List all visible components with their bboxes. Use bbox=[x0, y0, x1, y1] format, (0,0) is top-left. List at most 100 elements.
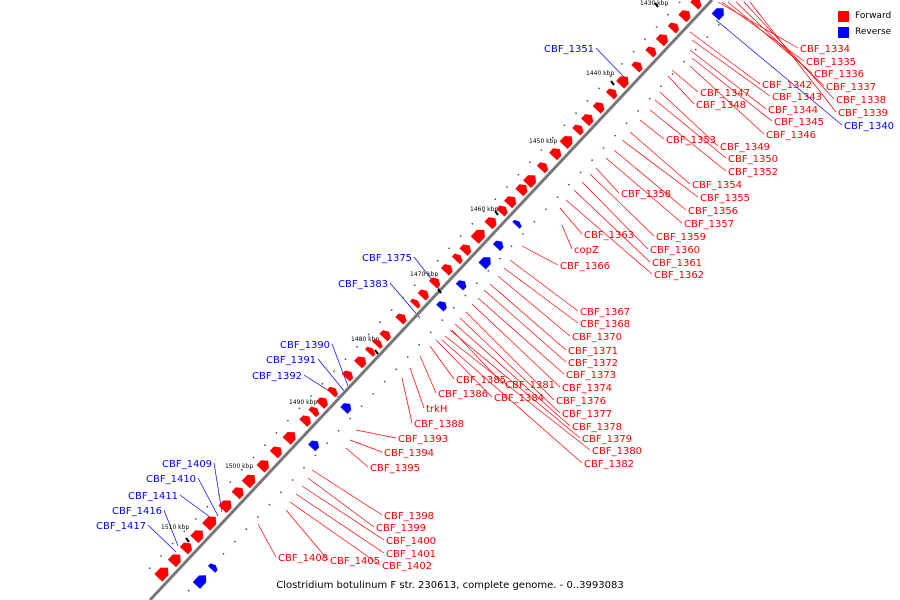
gene-label-cbf-1371[interactable]: CBF_1371 bbox=[568, 346, 618, 357]
gene-label-cbf-1355[interactable]: CBF_1355 bbox=[700, 193, 750, 204]
minor-dot bbox=[257, 516, 259, 518]
gene-label-cbf-1368[interactable]: CBF_1368 bbox=[580, 319, 630, 330]
gene-label-cbf-1400[interactable]: CBF_1400 bbox=[386, 536, 436, 547]
gene-label-cbf-1392[interactable]: CBF_1392 bbox=[252, 371, 302, 382]
gene-label-cbf-1352[interactable]: CBF_1352 bbox=[728, 167, 778, 178]
gene-label-cbf-1356[interactable]: CBF_1356 bbox=[688, 206, 738, 217]
gene-label-cbf-1388[interactable]: CBF_1388 bbox=[414, 419, 464, 430]
gene-shape bbox=[364, 346, 376, 357]
gene-label-cbf-1347[interactable]: CBF_1347 bbox=[700, 88, 750, 99]
gene-arrow bbox=[340, 403, 352, 414]
gene-label-cbf-1395[interactable]: CBF_1395 bbox=[370, 463, 420, 474]
minor-dot bbox=[482, 210, 485, 213]
gene-label-cbf-1408[interactable]: CBF_1408 bbox=[278, 553, 328, 564]
gene-label-cbf-1410[interactable]: CBF_1410 bbox=[146, 474, 196, 485]
gene-label-cbf-1357[interactable]: CBF_1357 bbox=[684, 219, 734, 230]
gene-shape bbox=[549, 148, 562, 161]
gene-shape bbox=[711, 8, 724, 21]
gene-label-cbf-1348[interactable]: CBF_1348 bbox=[696, 100, 746, 111]
gene-label-cbf-1375[interactable]: CBF_1375 bbox=[362, 253, 412, 264]
tick-mark bbox=[437, 288, 442, 294]
gene-label-cbf-1374[interactable]: CBF_1374 bbox=[562, 383, 612, 394]
gene-label-cbf-1345[interactable]: CBF_1345 bbox=[774, 117, 824, 128]
gene-label-cbf-1353[interactable]: CBF_1353 bbox=[666, 135, 716, 146]
gene-label-cbf-1334[interactable]: CBF_1334 bbox=[800, 44, 850, 55]
gene-label-trkh[interactable]: trkH bbox=[426, 404, 447, 415]
gene-label-cbf-1340[interactable]: CBF_1340 bbox=[844, 121, 894, 132]
gene-label-cbf-1362[interactable]: CBF_1362 bbox=[654, 270, 704, 281]
leader-line bbox=[349, 439, 383, 453]
gene-label-cbf-1346[interactable]: CBF_1346 bbox=[766, 130, 816, 141]
gene-label-cbf-1343[interactable]: CBF_1343 bbox=[772, 92, 822, 103]
gene-label-cbf-1337[interactable]: CBF_1337 bbox=[826, 82, 876, 93]
leader-line bbox=[307, 477, 375, 528]
gene-label-cbf-1380[interactable]: CBF_1380 bbox=[592, 446, 642, 457]
gene-label-cbf-1376[interactable]: CBF_1376 bbox=[556, 396, 606, 407]
gene-label-cbf-1351[interactable]: CBF_1351 bbox=[544, 44, 594, 55]
gene-label-cbf-1416[interactable]: CBF_1416 bbox=[112, 506, 162, 517]
leader-line bbox=[311, 469, 383, 516]
gene-label-cbf-1402[interactable]: CBF_1402 bbox=[382, 561, 432, 572]
leader-line bbox=[743, 1, 835, 100]
gene-arrow bbox=[459, 244, 472, 256]
tick-mark bbox=[185, 537, 190, 543]
gene-label-cbf-1377[interactable]: CBF_1377 bbox=[562, 409, 612, 420]
gene-label-cbf-1383[interactable]: CBF_1383 bbox=[338, 279, 388, 290]
gene-label-cbf-1373[interactable]: CBF_1373 bbox=[566, 370, 616, 381]
gene-arrow bbox=[299, 415, 312, 427]
gene-label-cbf-1335[interactable]: CBF_1335 bbox=[806, 57, 856, 68]
gene-label-cbf-1336[interactable]: CBF_1336 bbox=[814, 69, 864, 80]
gene-label-cbf-1367[interactable]: CBF_1367 bbox=[580, 307, 630, 318]
gene-label-cbf-1399[interactable]: CBF_1399 bbox=[376, 523, 426, 534]
gene-label-cbf-1339[interactable]: CBF_1339 bbox=[838, 108, 888, 119]
minor-dot bbox=[655, 26, 658, 28]
gene-label-copz[interactable]: copZ bbox=[574, 245, 599, 256]
gene-label-cbf-1350[interactable]: CBF_1350 bbox=[728, 154, 778, 165]
gene-label-cbf-1358[interactable]: CBF_1358 bbox=[621, 189, 671, 200]
gene-shape bbox=[269, 446, 282, 459]
gene-label-cbf-1372[interactable]: CBF_1372 bbox=[568, 358, 618, 369]
minor-dot bbox=[406, 356, 409, 358]
gene-label-cbf-1386[interactable]: CBF_1386 bbox=[438, 389, 488, 400]
gene-label-cbf-1382[interactable]: CBF_1382 bbox=[584, 459, 634, 470]
gene-label-cbf-1363[interactable]: CBF_1363 bbox=[584, 230, 634, 241]
genome-backbone bbox=[148, 0, 714, 600]
gene-label-cbf-1384[interactable]: CBF_1384 bbox=[494, 393, 544, 404]
gene-label-cbf-1378[interactable]: CBF_1378 bbox=[572, 422, 622, 433]
gene-label-cbf-1354[interactable]: CBF_1354 bbox=[692, 180, 742, 191]
gene-label-cbf-1417[interactable]: CBF_1417 bbox=[96, 521, 146, 532]
gene-arrow bbox=[690, 0, 702, 10]
gene-label-cbf-1344[interactable]: CBF_1344 bbox=[768, 105, 818, 116]
minor-dot bbox=[632, 50, 635, 53]
minor-dot bbox=[475, 282, 478, 285]
gene-label-cbf-1361[interactable]: CBF_1361 bbox=[652, 258, 702, 269]
gene-label-cbf-1338[interactable]: CBF_1338 bbox=[836, 95, 886, 106]
gene-label-cbf-1391[interactable]: CBF_1391 bbox=[266, 355, 316, 366]
gene-label-cbf-1385[interactable]: CBF_1385 bbox=[456, 375, 506, 386]
gene-label-cbf-1409[interactable]: CBF_1409 bbox=[162, 459, 212, 470]
gene-label-cbf-1390[interactable]: CBF_1390 bbox=[280, 340, 330, 351]
gene-label-cbf-1405[interactable]: CBF_1405 bbox=[330, 556, 380, 567]
gene-label-cbf-1359[interactable]: CBF_1359 bbox=[656, 232, 706, 243]
gene-label-cbf-1360[interactable]: CBF_1360 bbox=[650, 245, 700, 256]
genome-caption: Clostridium botulinum F str. 230613, com… bbox=[276, 580, 623, 591]
gene-arrow bbox=[631, 61, 643, 73]
leader-line bbox=[659, 91, 719, 147]
gene-label-cbf-1381[interactable]: CBF_1381 bbox=[505, 380, 555, 391]
minor-dot bbox=[545, 208, 547, 211]
gene-shape bbox=[492, 240, 504, 251]
gene-label-cbf-1349[interactable]: CBF_1349 bbox=[720, 142, 770, 153]
gene-label-cbf-1370[interactable]: CBF_1370 bbox=[572, 332, 622, 343]
gene-label-cbf-1342[interactable]: CBF_1342 bbox=[762, 80, 812, 91]
gene-shape bbox=[241, 474, 256, 489]
gene-label-cbf-1366[interactable]: CBF_1366 bbox=[560, 261, 610, 272]
gene-label-cbf-1393[interactable]: CBF_1393 bbox=[398, 434, 448, 445]
gene-label-cbf-1411[interactable]: CBF_1411 bbox=[128, 491, 178, 502]
gene-label-cbf-1401[interactable]: CBF_1401 bbox=[386, 549, 436, 560]
gene-arrow bbox=[549, 148, 562, 161]
gene-label-cbf-1394[interactable]: CBF_1394 bbox=[384, 448, 434, 459]
gene-label-cbf-1398[interactable]: CBF_1398 bbox=[384, 511, 434, 522]
gene-shape bbox=[484, 217, 497, 230]
gene-arrow bbox=[523, 175, 537, 188]
gene-label-cbf-1379[interactable]: CBF_1379 bbox=[582, 434, 632, 445]
